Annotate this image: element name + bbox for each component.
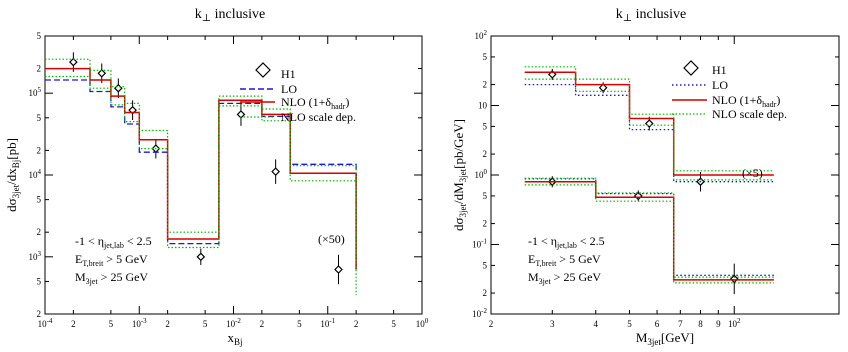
x-tick-label: 5	[297, 319, 302, 329]
legend-h1: H1	[712, 63, 727, 77]
nlo-scale-lower	[45, 75, 357, 296]
right-plot-marks	[524, 66, 774, 295]
nlo-scale-upper	[524, 66, 774, 172]
y-tick-label: 5	[483, 52, 488, 62]
right-annotation-eta: -1 < ηjet,lab < 2.5	[528, 234, 605, 250]
x-tick-label: 100	[416, 317, 429, 329]
x-tick-label: 10-2	[226, 317, 241, 329]
x-tick-label: 2	[354, 319, 359, 329]
left-annotation-et: ET,breit > 5 GeV	[75, 252, 148, 268]
y-tick-label: 5	[37, 113, 42, 123]
h1-point	[598, 83, 608, 93]
y-tick-label: 103	[29, 250, 42, 262]
x-tick-label: 7	[678, 319, 683, 329]
x-tick-label: 2	[71, 319, 76, 329]
y-tick-label: 2	[37, 309, 42, 319]
y-tick-label: 2	[483, 288, 488, 298]
left-ylabel: dσ3jet/dxBj[pb]	[4, 138, 21, 212]
x-tick-label: 5	[627, 319, 632, 329]
y-tick-label: 5	[483, 191, 488, 201]
y-tick-label: 102	[475, 29, 488, 41]
x-tick-label: 2	[260, 319, 265, 329]
y-tick-label: 2	[37, 64, 42, 74]
y-tick-label: 100	[475, 168, 488, 180]
nlo-scale-lower	[524, 78, 774, 181]
y-tick-label: 5	[483, 121, 488, 131]
x-tick-label: 8	[698, 319, 703, 329]
right-annotations: -1 < ηjet,lab < 2.5 ET,breit > 5 GeV M3j…	[528, 166, 763, 286]
left-legend: H1 LO NLO (1+δhadr) NLO scale dep.	[240, 62, 356, 124]
left-plot-marks	[45, 52, 357, 296]
h1-point	[196, 252, 206, 262]
x-tick-label: 2	[165, 319, 170, 329]
left-annotation-eta: -1 < ηjet,lab < 2.5	[75, 234, 152, 250]
x-tick-label: 5	[391, 319, 396, 329]
h1-point	[644, 119, 654, 128]
y-tick-label: 2	[483, 80, 488, 90]
h1-point	[236, 110, 246, 119]
right-panel: k⊥ inclusive 2 3 4 5 6 7 8 9 10210-22510-1251002…	[451, 7, 840, 347]
y-tick-label: 2	[483, 219, 488, 229]
legend-lo: LO	[281, 82, 297, 96]
legend-h1: H1	[281, 67, 296, 81]
y-tick-label: 10	[478, 101, 488, 111]
x-tick-label: 10-3	[132, 317, 147, 329]
x-tick-label: 5	[109, 319, 114, 329]
left-annotation-scale: (×50)	[318, 232, 345, 246]
x-tick-label: 10-1	[320, 317, 335, 329]
left-annotations: -1 < ηjet,lab < 2.5 ET,breit > 5 GeV M3j…	[75, 232, 345, 286]
legend-scale: NLO scale dep.	[281, 110, 356, 124]
right-ylabel: dσ3jet/dM3jet[pb/GeV]	[451, 119, 468, 231]
y-tick-label: 5	[37, 276, 42, 286]
h1-point	[729, 274, 739, 284]
legend-h1-marker	[255, 62, 271, 78]
y-tick-label: 2	[37, 145, 42, 155]
left-xlabel: xBj	[227, 330, 242, 347]
y-tick-label: 2	[37, 227, 42, 237]
lo-histogram	[524, 178, 774, 276]
x-tick-label: 9	[716, 319, 721, 329]
y-tick-label: 105	[29, 86, 42, 98]
x-tick-label: 3	[550, 319, 555, 329]
nlo-scale-upper	[45, 58, 357, 261]
right-legend: H1 LO NLO (1+δhadr) NLO scale dep.	[672, 60, 787, 121]
h1-point	[69, 57, 78, 67]
right-annotation-m3jet: M3jet > 25 GeV	[528, 270, 601, 286]
y-tick-label: 10-2	[472, 307, 487, 319]
y-tick-label: 10-1	[472, 238, 487, 250]
y-tick-label: 104	[29, 168, 42, 180]
x-tick-label: 2	[489, 319, 494, 329]
right-xlabel: M3jet[GeV]	[636, 330, 694, 347]
left-panel: k⊥ inclusive 10-4 2 5 10-3 2 5 10-2 2 5 10-1 2 5 100…	[4, 7, 429, 347]
y-tick-label: 5	[37, 31, 42, 41]
x-tick-label: 4	[594, 319, 599, 329]
h1-point	[271, 167, 280, 176]
x-tick-label: 5	[203, 319, 208, 329]
y-tick-label: 2	[483, 149, 488, 159]
legend-scale: NLO scale dep.	[712, 107, 787, 121]
y-tick-label: 5	[37, 195, 42, 205]
y-tick-label: 5	[483, 260, 488, 270]
legend-nlo: NLO (1+δhadr)	[281, 95, 349, 111]
x-tick-label: 6	[655, 319, 660, 329]
left-title: k⊥ inclusive	[195, 7, 265, 24]
left-annotation-m3jet: M3jet > 25 GeV	[75, 270, 148, 286]
right-title: k⊥ inclusive	[616, 7, 686, 24]
legend-lo: LO	[712, 78, 728, 92]
legend-h1-marker	[683, 60, 699, 76]
right-annotation-scale: (×5)	[742, 166, 763, 180]
right-plot-frame	[490, 35, 840, 315]
h1-point	[334, 265, 343, 274]
nlo-histogram	[524, 180, 774, 281]
right-annotation-et: ET,breit > 5 GeV	[528, 252, 601, 268]
h1-point	[113, 83, 123, 93]
nlo-scale-lower	[524, 184, 774, 284]
x-tick-label: 102	[728, 317, 741, 329]
